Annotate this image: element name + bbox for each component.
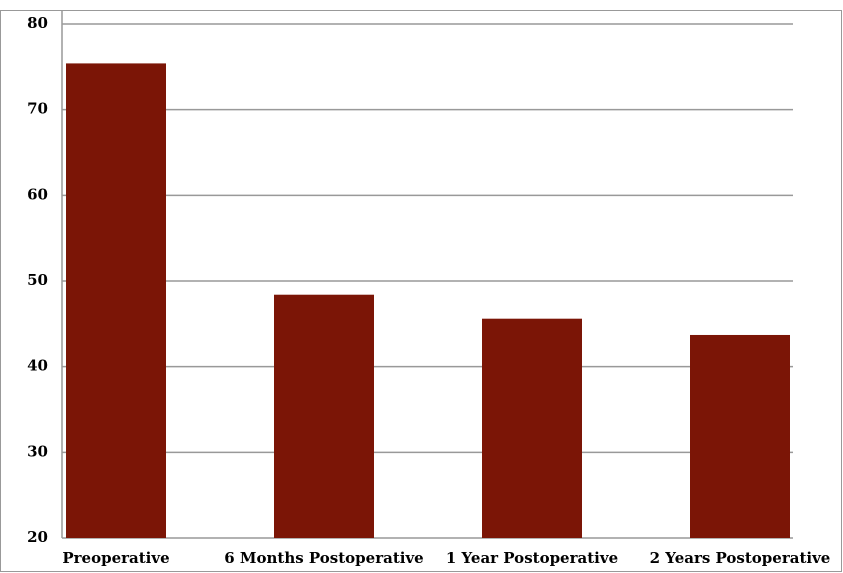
y-tick-label: 60 [27, 185, 48, 203]
bar [482, 318, 582, 538]
bar [690, 334, 790, 538]
y-tick-label: 50 [27, 271, 48, 289]
y-tick-label: 30 [27, 442, 48, 460]
y-tick-label: 20 [27, 528, 48, 546]
x-tick-label: 2 Years Postoperative [650, 549, 831, 567]
x-tick-label: 6 Months Postoperative [224, 549, 423, 567]
x-tick-label: 1 Year Postoperative [446, 549, 618, 567]
y-tick-label: 40 [27, 357, 48, 375]
bar [66, 63, 166, 538]
x-tick-label: Preoperative [62, 549, 169, 567]
y-tick-label: 70 [27, 100, 48, 118]
bar [274, 294, 374, 538]
frame [0, 10, 842, 572]
y-tick-label: 80 [27, 14, 48, 32]
